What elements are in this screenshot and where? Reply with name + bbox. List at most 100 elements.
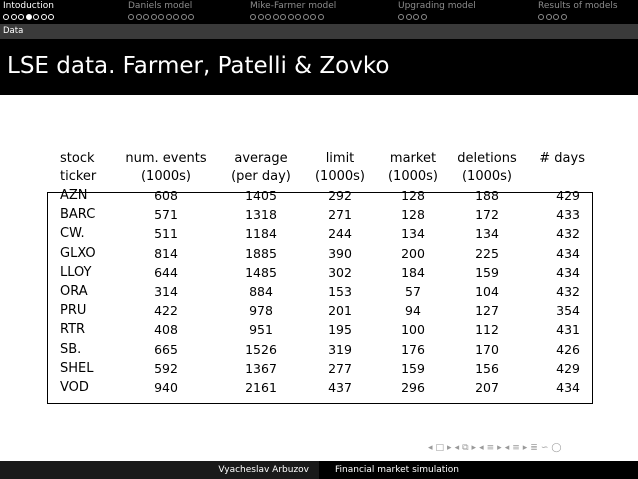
slide-back-icon[interactable]: ◂ <box>428 443 433 453</box>
nav-section-title[interactable]: Upgrading model <box>398 1 476 11</box>
nav-section-upgrading-model[interactable]: Upgrading model <box>398 1 476 23</box>
cell-num-events: 665 <box>154 341 178 357</box>
nav-slide-dot[interactable] <box>272 14 279 20</box>
nav-slide-dot[interactable] <box>310 14 316 20</box>
cell-market: 296 <box>401 380 425 396</box>
cell-days: 429 <box>556 188 580 203</box>
nav-slide-dot[interactable] <box>40 14 47 20</box>
table-row: LLOY 644 1485 302 184 159 434 <box>47 263 593 282</box>
nav-slide-dot[interactable] <box>560 14 567 20</box>
nav-slide-dot[interactable] <box>135 14 142 20</box>
header-deletions-unit: (1000s) <box>461 169 512 184</box>
cell-days: 432 <box>556 226 580 242</box>
subsection-forward-icon[interactable]: ▸ <box>497 443 502 453</box>
beamer-navigation-symbols: ◂ □ ▸ ◂ ⧉ ▸ ◂ ≡ ▸ ◂ ≡ ▸ ≣ ∽ ◯ <box>428 442 628 454</box>
slide-icon[interactable]: □ <box>435 443 445 453</box>
nav-slide-dot[interactable] <box>165 14 172 20</box>
nav-slide-dot[interactable] <box>150 14 157 20</box>
nav-slide-dots <box>538 14 618 20</box>
slide-forward-icon[interactable]: ▸ <box>447 443 452 453</box>
cell-ticker: ORA <box>60 284 88 300</box>
cell-average: 1184 <box>245 226 277 242</box>
nav-slide-dot[interactable] <box>287 14 294 20</box>
subsection-bar: Data <box>0 24 638 39</box>
cell-ticker: BARC <box>60 207 96 223</box>
nav-section-title[interactable]: Daniels model <box>128 1 193 11</box>
frame-back-icon[interactable]: ◂ <box>454 443 460 453</box>
cell-days: 354 <box>556 303 580 319</box>
search-icon[interactable]: ∽ <box>540 443 549 453</box>
header-num-events: num. events <box>125 151 207 166</box>
cell-deletions: 172 <box>475 207 499 223</box>
cell-deletions: 127 <box>475 303 499 319</box>
cell-days: 426 <box>556 341 580 357</box>
nav-slide-dot[interactable] <box>18 14 24 20</box>
align-icon[interactable]: ≣ <box>530 443 538 453</box>
subsection-back-icon[interactable]: ◂ <box>479 443 484 453</box>
nav-section-results-of-models[interactable]: Results of models <box>538 1 618 23</box>
nav-section-mike-farmer-model[interactable]: Mike-Farmer model <box>250 1 336 23</box>
nav-section-introduction[interactable]: Intoduction <box>3 1 54 23</box>
nav-section-title[interactable]: Intoduction <box>3 1 54 11</box>
cell-num-events: 422 <box>154 303 178 319</box>
lse-data-table-container: stock num. events average limit market d… <box>47 150 593 404</box>
cell-market: 176 <box>401 341 425 357</box>
nav-slide-dot[interactable] <box>48 14 54 20</box>
header-average-unit: (per day) <box>231 169 291 184</box>
cell-average: 2161 <box>245 380 277 396</box>
nav-slide-dot[interactable] <box>420 14 427 20</box>
cell-limit: 201 <box>328 303 352 319</box>
cell-ticker: SB. <box>60 341 82 357</box>
cell-market: 128 <box>401 207 425 223</box>
cell-num-events: 408 <box>154 322 178 338</box>
nav-slide-dot[interactable] <box>158 14 164 20</box>
table-row: RTR 408 951 195 100 112 431 <box>47 320 593 339</box>
cell-ticker: LLOY <box>60 264 92 280</box>
nav-section-title[interactable]: Mike-Farmer model <box>250 1 337 11</box>
frame-icon[interactable]: ⧉ <box>462 443 469 453</box>
cell-market: 128 <box>401 188 425 203</box>
nav-slide-dot[interactable] <box>128 14 134 20</box>
nav-slide-dot[interactable] <box>295 14 301 20</box>
cell-deletions: 170 <box>475 341 499 357</box>
search-icon[interactable]: ◯ <box>551 443 562 453</box>
frame-forward-icon[interactable]: ▸ <box>471 443 477 453</box>
nav-section-title[interactable]: Results of models <box>538 1 618 11</box>
cell-market: 184 <box>401 264 425 280</box>
cell-num-events: 608 <box>154 188 178 203</box>
cell-ticker: GLXO <box>60 245 96 261</box>
nav-slide-dot[interactable] <box>398 14 404 20</box>
nav-slide-dot[interactable] <box>553 14 559 20</box>
nav-slide-dot[interactable] <box>538 14 544 20</box>
nav-slide-dot[interactable] <box>317 14 324 20</box>
nav-slide-dot[interactable] <box>33 14 39 20</box>
nav-slide-dot[interactable] <box>188 14 194 20</box>
nav-slide-dot[interactable] <box>143 14 149 20</box>
nav-slide-dot[interactable] <box>265 14 271 20</box>
cell-limit: 390 <box>328 245 352 261</box>
nav-slide-dot[interactable] <box>25 14 32 20</box>
header-num-events-unit: (1000s) <box>140 169 191 184</box>
nav-slide-dots <box>3 14 54 20</box>
table-row: ORA 314 884 153 57 104 432 <box>47 282 593 301</box>
nav-slide-dot[interactable] <box>413 14 419 20</box>
nav-slide-dot[interactable] <box>10 14 17 20</box>
nav-section-daniels-model[interactable]: Daniels model <box>128 1 194 23</box>
nav-slide-dot[interactable] <box>545 14 552 20</box>
nav-slide-dot[interactable] <box>3 14 9 20</box>
cell-average: 884 <box>249 284 273 300</box>
section-icon[interactable]: ≡ <box>512 443 520 453</box>
nav-slide-dot[interactable] <box>250 14 256 20</box>
subsection-icon[interactable]: ≡ <box>486 443 495 453</box>
header-stock: stock <box>60 151 95 166</box>
section-back-icon[interactable]: ◂ <box>504 443 510 453</box>
nav-slide-dot[interactable] <box>280 14 286 20</box>
nav-slide-dot[interactable] <box>257 14 264 20</box>
nav-slide-dot[interactable] <box>405 14 412 20</box>
section-forward-icon[interactable]: ▸ <box>522 443 528 453</box>
cell-market: 100 <box>401 322 425 338</box>
nav-slide-dot[interactable] <box>173 14 179 20</box>
nav-slide-dot[interactable] <box>180 14 187 20</box>
header-ticker: ticker <box>60 169 97 184</box>
nav-slide-dot[interactable] <box>302 14 309 20</box>
